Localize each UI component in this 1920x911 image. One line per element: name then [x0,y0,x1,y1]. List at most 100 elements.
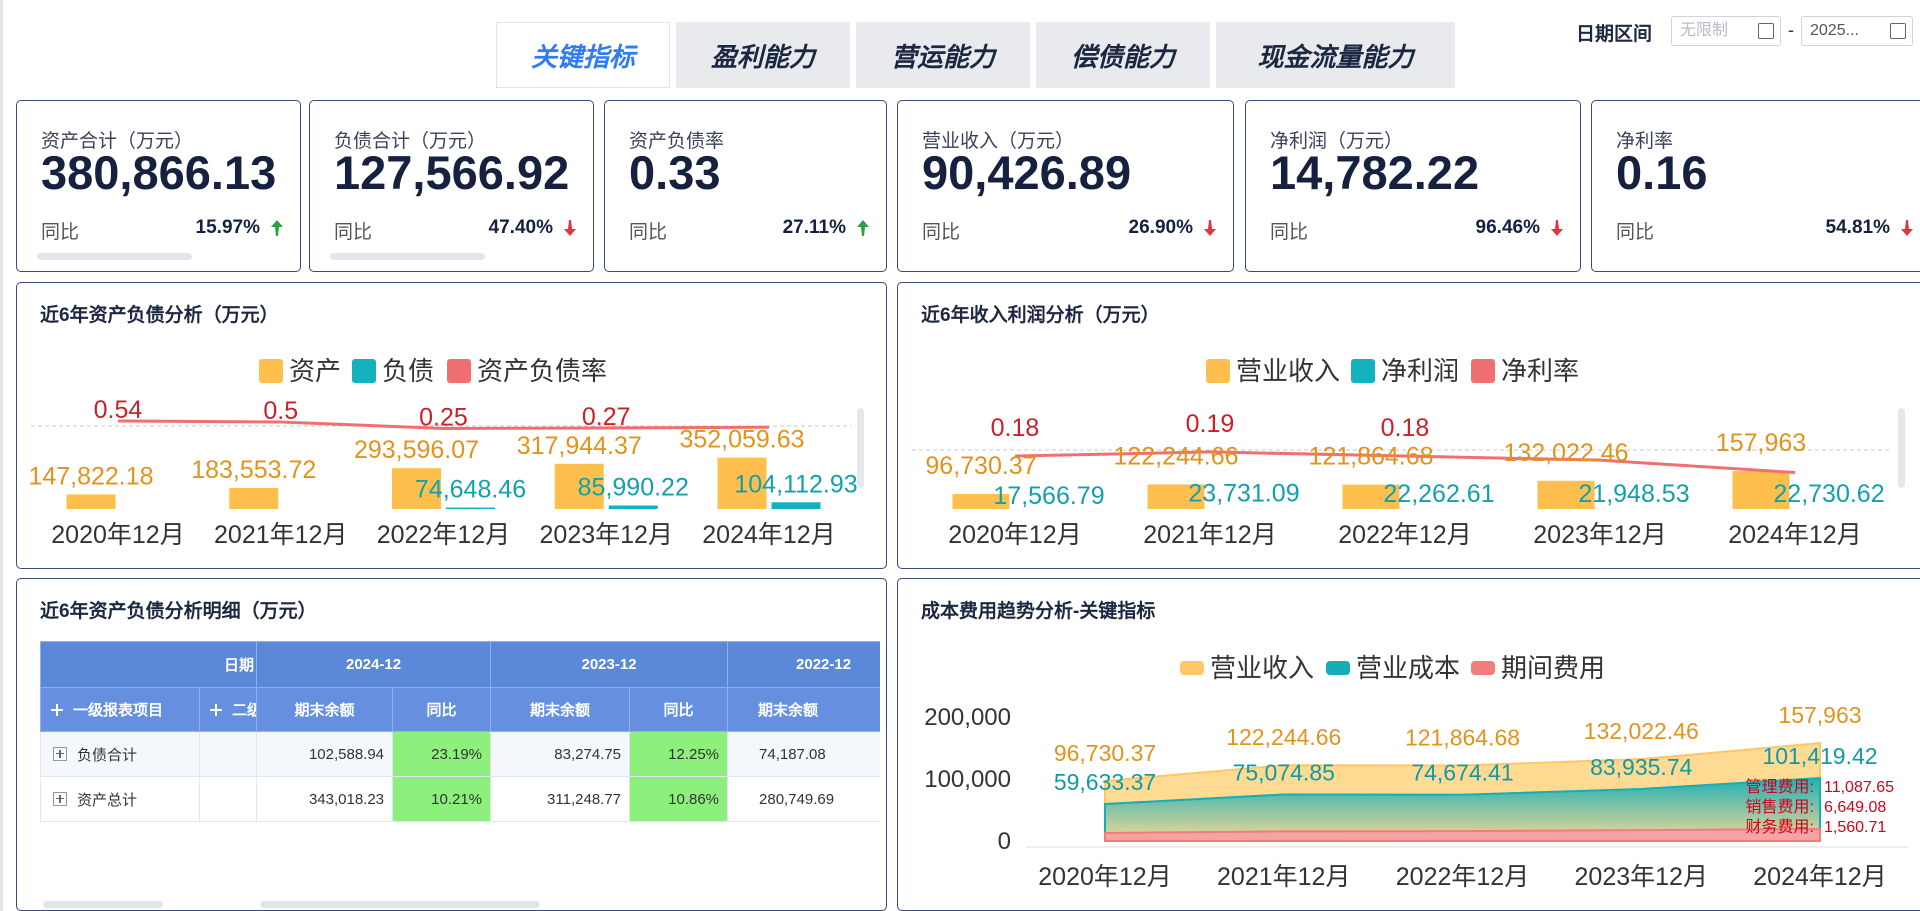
panel-title: 近6年资产负债分析明细（万元） [40,601,317,622]
scrollbar[interactable] [260,901,540,908]
table-cell: 10.86% [629,776,729,822]
kpi-card: 负债合计（万元） 127,566.92 同比 47.40% [309,100,594,272]
x-tick-label: 2024年12月 [1728,521,1861,549]
x-tick-label: 2020年12月 [51,521,184,549]
kpi-card: 净利率 0.16 同比 54.81% [1591,100,1920,272]
kpi-label: 营业收入（万元） [922,131,1075,152]
yoy-value: 54.81% [1825,217,1890,238]
expand-icon[interactable] [53,791,67,806]
table-cell: 12.25% [629,731,729,777]
y-tick-label: 0 [998,828,1011,855]
x-tick-label: 2022年12月 [1396,863,1529,891]
data-label: 121,864.68 [1308,443,1433,471]
trend-arrow [564,220,576,236]
tab[interactable]: 偿债能力 [1036,22,1210,88]
tab[interactable]: 关键指标 [496,22,670,88]
kpi-label: 负债合计（万元） [334,131,487,152]
header-text: 期末余额 [294,702,355,719]
bar [952,494,1010,509]
tab[interactable]: 盈利能力 [676,22,850,88]
x-tick-label: 2024年12月 [1753,863,1886,891]
bar [392,468,441,509]
kpi-label: 资产合计（万元） [41,131,194,152]
x-tick-label: 2023年12月 [540,521,673,549]
legend-label: 净利润 [1381,356,1459,386]
panel: 近6年资产负债分析明细（万元） 日期 2024-12 2023-12 2022-12 一… [16,578,887,911]
scrollbar[interactable] [43,901,163,908]
bar [717,457,767,509]
data-label: 0.18 [991,414,1040,442]
legend-swatch [1351,359,1375,383]
data-label: 132,022.46 [1584,718,1699,744]
panel-title: 近6年资产负债分析（万元） [40,305,279,326]
x-tick-label: 2021年12月 [1143,521,1276,549]
data-label: 317,944.37 [517,432,642,460]
data-label: 59,633.37 [1054,769,1156,795]
kpi-value: 90,426.89 [922,146,1132,199]
header-text: 同比 [663,702,694,719]
header-cell: 二级报表项目 [198,687,258,732]
tooltip-value: 6,649.08 [1824,799,1886,816]
arrow-shape [1901,220,1913,236]
data-label: 0.54 [94,396,143,424]
data-label: 0.19 [1186,410,1235,438]
line [117,419,770,431]
arrow-shape [1204,220,1216,236]
yoy-label: 同比 [334,222,373,243]
cell-text: 负债合计 [77,746,138,764]
date-separator: - [1788,20,1794,40]
yoy-label: 同比 [922,222,961,243]
expand-icon[interactable] [51,704,63,716]
chart: 资产 负债 资产负债率 0.54 0.5 0.25 0.27 147,822.18 183,55… [28,356,864,549]
tooltip-value: 1,560.71 [1824,819,1886,836]
header-cell: 期末余额 [256,687,394,732]
data-label: 22,730.62 [1773,480,1884,508]
kpi-value: 127,566.92 [334,146,570,199]
scrollbar[interactable] [1898,408,1905,488]
table-cell: 资产总计 [40,776,200,822]
scrollbar[interactable] [330,253,485,260]
legend-label: 营业成本 [1356,653,1460,683]
table-cell: 311,248.77 [490,776,631,822]
legend-label: 营业收入 [1236,356,1340,386]
yoy-label: 同比 [1616,222,1655,243]
calendar-icon [1758,23,1774,39]
bar [1537,480,1595,509]
kpi-card: 资产合计（万元） 380,866.13 同比 15.97% [16,100,301,272]
data-label: 0.25 [419,404,468,432]
date-start-text: 无限制 [1680,22,1729,39]
y-tick-label: 100,000 [924,766,1011,793]
bar [771,502,821,509]
panel-title: 近6年收入利润分析（万元） [921,305,1160,326]
header-text: 二级报表项目 [232,702,256,719]
scrollbar[interactable] [857,408,864,488]
date-start[interactable]: 无限制 [1671,16,1781,46]
bar [1342,484,1400,509]
x-tick-label: 2021年12月 [1217,863,1350,891]
header-cell: 期末余额 [490,687,631,732]
tab[interactable]: 现金流量能力 [1216,22,1455,88]
yoy-label: 同比 [1270,222,1309,243]
arrow-shape [1551,220,1563,236]
table-cell: 280,749.69 [727,776,880,822]
data-label: 75,074.85 [1233,759,1335,785]
data-label: 0.18 [1381,414,1430,442]
expand-icon[interactable] [210,704,222,716]
x-tick-label: 2024年12月 [702,521,835,549]
data-label: 96,730.37 [925,452,1036,480]
scrollbar[interactable] [37,253,192,260]
line [1014,450,1796,475]
header-text: 一级报表项目 [73,702,164,719]
header-cell: 2024-12 [256,641,492,688]
expand-icon[interactable] [53,746,67,761]
header-cell: 一级报表项目 [40,687,200,732]
tab[interactable]: 营运能力 [856,22,1030,88]
data-label: 121,864.68 [1405,724,1520,750]
data-label: 122,244.66 [1113,442,1238,470]
date-end[interactable]: 2025... [1801,16,1913,46]
header-text: 期末余额 [530,702,591,719]
trend-arrow [1551,220,1563,236]
panel-title: 成本费用趋势分析-关键指标 [921,601,1156,622]
